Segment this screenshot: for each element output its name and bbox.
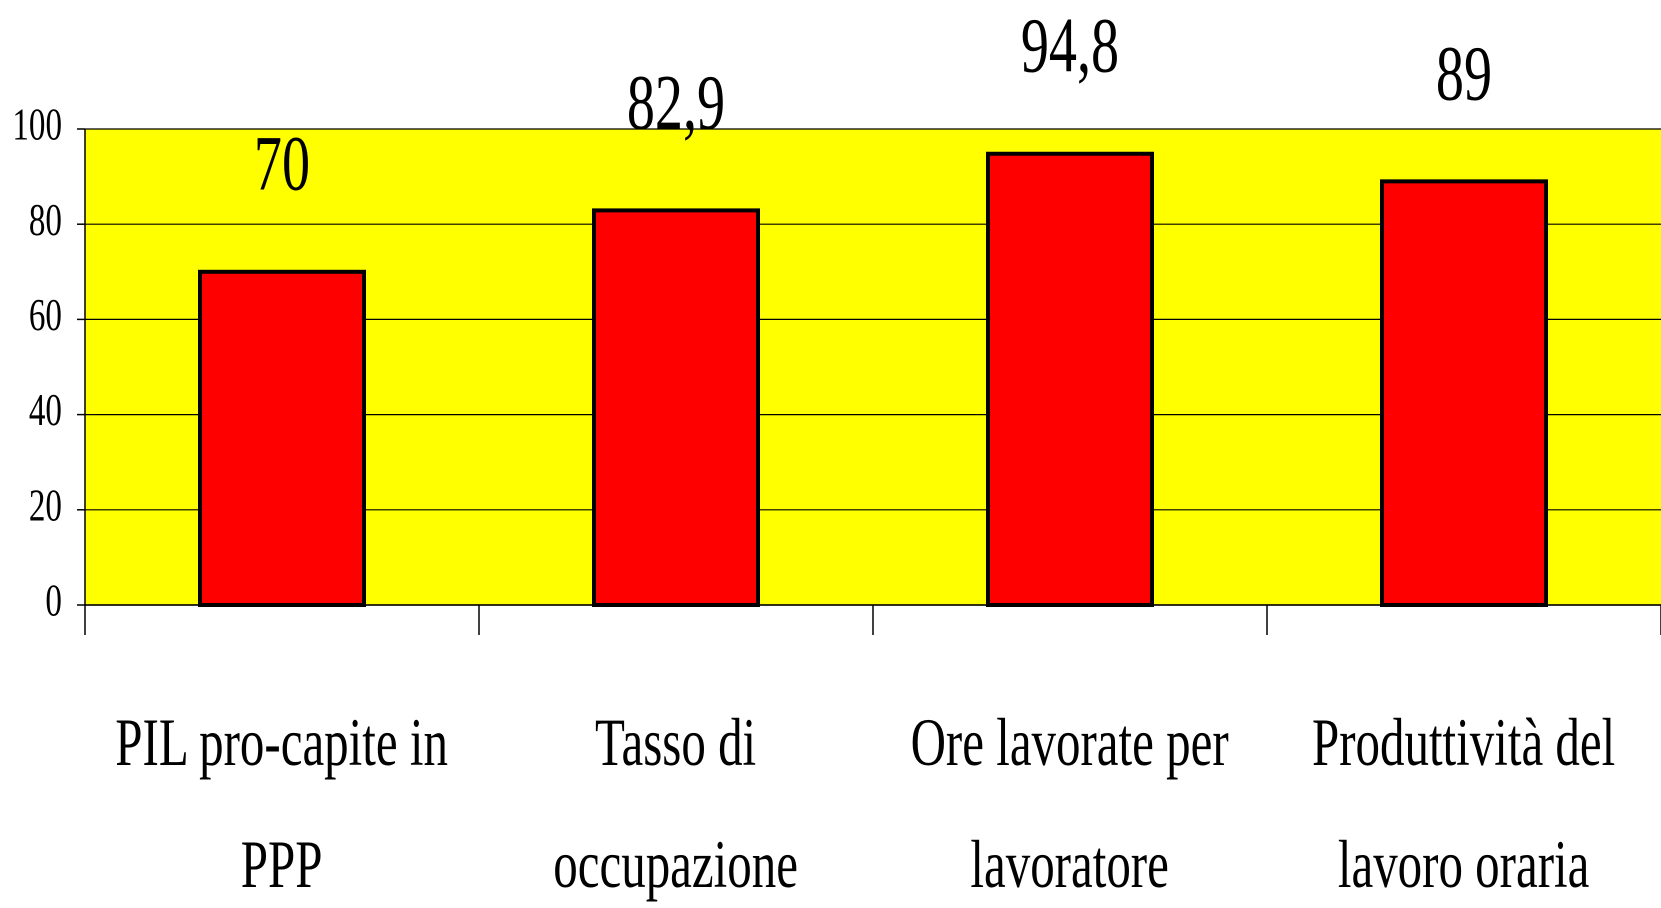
y-tick-label: 20 bbox=[29, 479, 62, 531]
x-tick-label: Produttività del lavoro oraria bbox=[1312, 704, 1616, 902]
value-label: 70 bbox=[254, 120, 310, 207]
bar bbox=[1380, 179, 1548, 608]
value-label: 94,8 bbox=[1021, 2, 1119, 89]
y-tick-label: 100 bbox=[12, 98, 62, 150]
value-label: 89 bbox=[1436, 29, 1492, 116]
bar bbox=[986, 151, 1154, 607]
value-label: 82,9 bbox=[627, 58, 725, 145]
bar bbox=[592, 208, 760, 607]
bar bbox=[198, 269, 366, 607]
y-tick-label: 0 bbox=[45, 574, 62, 626]
x-tick-label: Ore lavorate per lavoratore bbox=[910, 704, 1230, 902]
y-tick-label: 40 bbox=[29, 384, 62, 436]
y-tick-label: 60 bbox=[29, 289, 62, 341]
y-tick-label: 80 bbox=[29, 193, 62, 245]
x-tick-label: Tasso di occupazione bbox=[553, 704, 799, 902]
x-tick-label: PIL pro-capite in PPP bbox=[115, 704, 449, 902]
